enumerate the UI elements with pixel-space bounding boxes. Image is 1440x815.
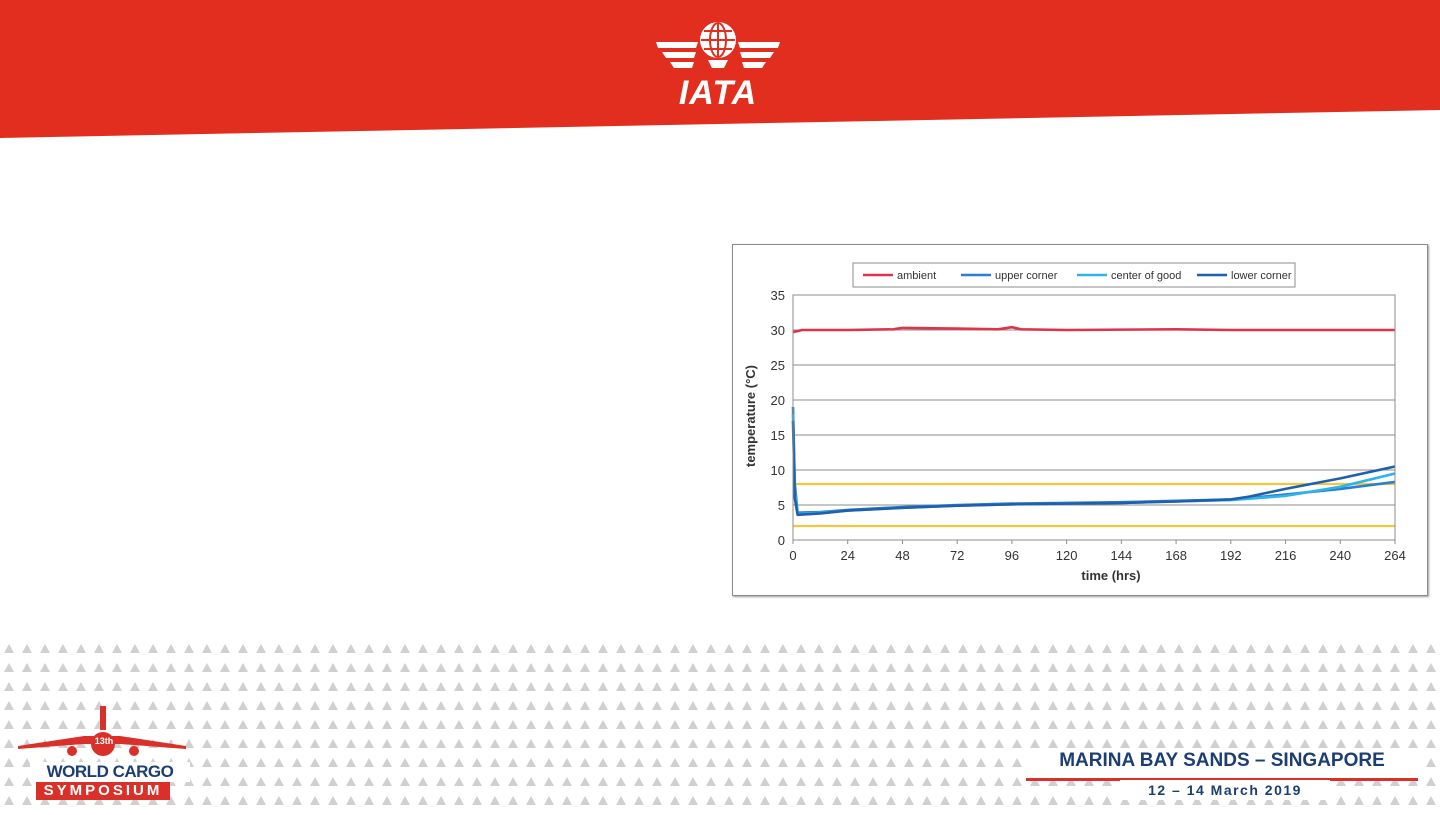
series-line-center-of-good — [791, 413, 1396, 516]
iata-logo: IATA — [650, 18, 786, 112]
x-tick-label: 24 — [840, 548, 854, 563]
chart-svg: ambient upper corner center of good lower c… — [743, 262, 1406, 583]
x-tick-label: 264 — [1384, 548, 1406, 563]
y-axis-label: temperature (°C) — [743, 365, 758, 467]
header-background — [0, 0, 1440, 138]
x-tick-label: 144 — [1111, 548, 1133, 563]
header-banner: IATA — [0, 0, 1440, 140]
y-tick-label: 30 — [771, 323, 785, 338]
series-line-ambient — [792, 325, 1395, 334]
x-tick-label: 240 — [1329, 548, 1351, 563]
venue-text: MARINA BAY SANDS – SINGAPORE — [1026, 748, 1418, 781]
globe-wings-icon — [656, 22, 780, 68]
x-tick-label: 48 — [895, 548, 909, 563]
chart-grid — [793, 329, 1395, 506]
event-dates: 12 – 14 March 2019 — [1120, 780, 1330, 800]
world-cargo-symposium-logo: 13th WORLD CARGO SYMPOSIUM — [14, 704, 190, 804]
legend-entry: lower corner — [1231, 270, 1292, 282]
airplane-icon — [18, 706, 186, 756]
chart-legend: ambient upper corner center of good lower c… — [852, 262, 1296, 288]
plot-area — [792, 294, 1396, 541]
legend-entry: center of good — [1111, 270, 1181, 282]
y-tick-label: 5 — [778, 498, 785, 513]
chart-axes: 0 5 10 15 20 25 30 35 0 24 48 72 96 120 144 168 192 216 24… — [771, 288, 1406, 563]
event-subtitle: SYMPOSIUM — [36, 782, 170, 800]
y-tick-label: 35 — [771, 288, 785, 303]
x-tick-label: 0 — [789, 548, 796, 563]
y-tick-label: 20 — [771, 393, 785, 408]
x-tick-label: 168 — [1165, 548, 1187, 563]
series-line-lower-corner — [791, 420, 1396, 517]
reference-lines — [793, 482, 1395, 528]
x-axis-label: time (hrs) — [1081, 568, 1140, 583]
x-tick-label: 72 — [950, 548, 964, 563]
x-tick-label: 120 — [1056, 548, 1078, 563]
y-tick-label: 10 — [771, 463, 785, 478]
temperature-chart: ambient upper corner center of good lower c… — [732, 244, 1428, 596]
iata-logo-text: IATA — [678, 74, 758, 112]
series-line-upper-corner — [791, 406, 1396, 515]
x-tick-label: 216 — [1275, 548, 1297, 563]
edition-badge: 13th — [94, 736, 114, 746]
chart-series — [791, 325, 1396, 517]
y-tick-label: 25 — [771, 358, 785, 373]
y-tick-label: 0 — [778, 533, 785, 548]
event-title: WORLD CARGO — [30, 762, 190, 782]
x-tick-label: 96 — [1005, 548, 1019, 563]
y-tick-label: 15 — [771, 428, 785, 443]
legend-entry: upper corner — [995, 270, 1058, 282]
x-tick-label: 192 — [1220, 548, 1242, 563]
legend-entry: ambient — [897, 270, 936, 282]
